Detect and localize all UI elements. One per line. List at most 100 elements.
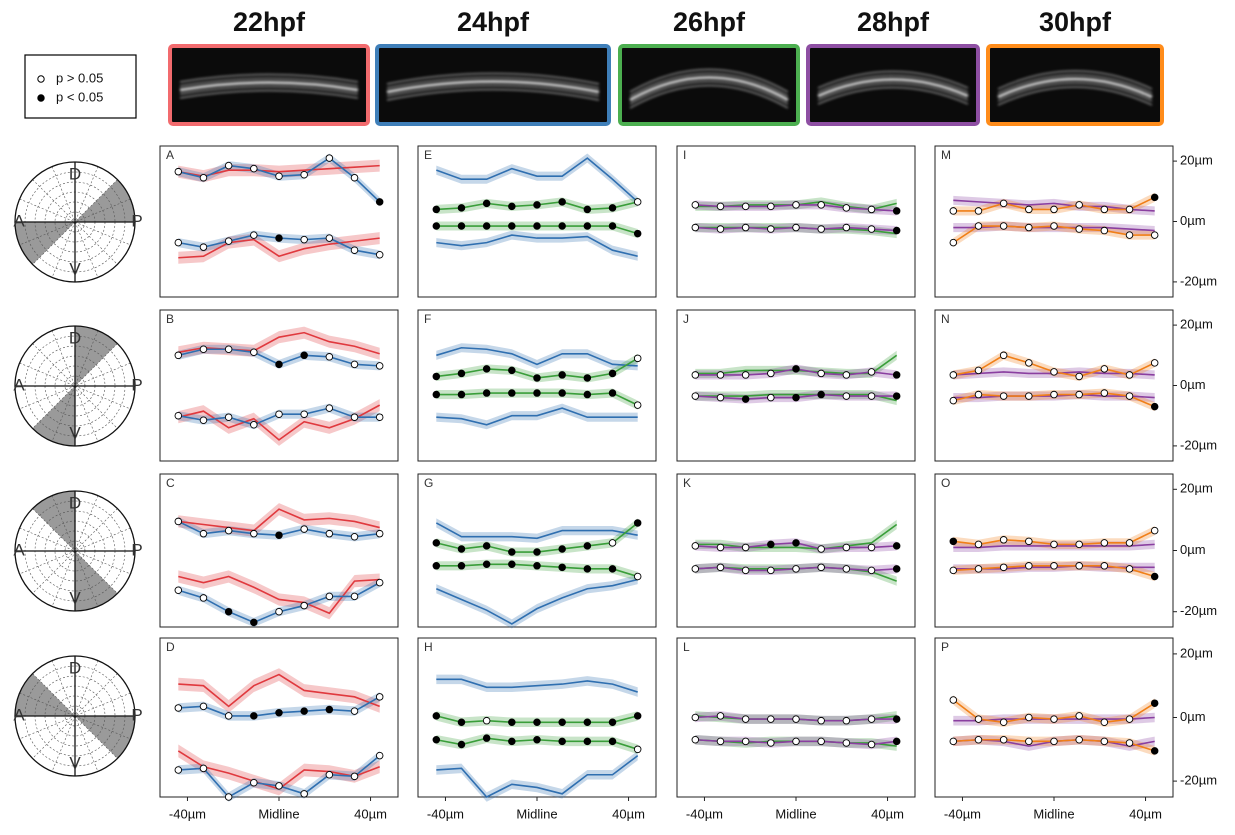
panel: N 20µm 0µm -20µm [934, 309, 1217, 462]
panel: H -40µm Midline 40µm [417, 637, 657, 821]
p-marker [949, 371, 958, 379]
p-marker [892, 371, 901, 379]
p-marker [792, 201, 800, 209]
p-marker [558, 222, 566, 230]
fiber [179, 85, 359, 95]
p-marker [583, 542, 592, 550]
y-tick-label: 20µm [1180, 317, 1213, 332]
polar-label: D [69, 493, 81, 512]
p-marker [608, 565, 617, 573]
p-marker [1050, 737, 1058, 746]
p-marker [608, 369, 617, 378]
x-tick-label: 40µm [612, 806, 645, 821]
p-marker [633, 519, 642, 527]
p-marker [1125, 739, 1134, 747]
p-marker [224, 607, 233, 616]
fiber [179, 77, 359, 87]
p-marker [741, 715, 750, 723]
panel-plot [949, 350, 1159, 412]
p-marker [633, 572, 642, 581]
p-marker [1050, 205, 1058, 214]
fiber [179, 89, 359, 99]
p-marker [558, 389, 566, 397]
p-marker [174, 351, 183, 360]
p-marker [457, 369, 466, 378]
polar-spoke [32, 673, 118, 759]
polar-label: P [131, 540, 142, 559]
panel-plot [174, 153, 384, 264]
image-texture [386, 72, 600, 101]
p-marker [608, 389, 617, 397]
p-marker [583, 222, 592, 230]
panel-frame [676, 309, 916, 462]
p-marker [608, 204, 617, 212]
p-marker [583, 205, 592, 214]
panel-frame [417, 637, 657, 798]
panel: O 20µm 0µm -20µm [934, 473, 1217, 628]
panel-plot [174, 668, 384, 802]
fiber [386, 76, 600, 89]
p-marker [1075, 712, 1083, 720]
p-marker [174, 586, 183, 595]
polar-sector [75, 716, 135, 759]
p-marker [974, 736, 983, 744]
p-marker [199, 594, 208, 602]
p-marker [224, 793, 233, 801]
p-marker [250, 618, 258, 627]
x-tick-label: -40µm [944, 806, 981, 821]
x-tick-label: 40µm [871, 806, 904, 821]
series-line [695, 523, 898, 550]
series-line [436, 678, 638, 693]
p-marker [350, 246, 359, 254]
p-marker [817, 201, 825, 209]
p-marker [842, 716, 851, 725]
p-marker [224, 237, 233, 245]
p-marker [199, 243, 208, 251]
ci-band [436, 750, 638, 802]
p-marker [1150, 231, 1159, 239]
polar-spoke [32, 673, 118, 759]
polar-sector [32, 386, 75, 446]
p-marker [767, 393, 775, 402]
x-tick-label: 40µm [354, 806, 387, 821]
stage-title: 26hpf [673, 7, 746, 37]
polar-sector [75, 326, 118, 386]
x-tick-label: Midline [258, 806, 299, 821]
p-marker [691, 201, 700, 209]
p-marker [1125, 392, 1134, 400]
p-marker [633, 229, 642, 238]
p-marker [792, 565, 800, 573]
p-marker [1075, 562, 1083, 570]
p-marker [1100, 389, 1109, 397]
p-marker [633, 712, 642, 720]
series-line [178, 673, 380, 708]
p-marker [325, 404, 334, 412]
p-marker [999, 736, 1008, 744]
p-marker [1150, 572, 1159, 581]
panel-label: C [166, 476, 175, 490]
p-marker [974, 207, 983, 215]
p-marker [375, 751, 384, 760]
p-marker [224, 413, 233, 421]
polar-sector [32, 491, 75, 551]
p-marker [633, 401, 642, 409]
p-marker [691, 713, 700, 722]
p-marker [300, 410, 308, 418]
p-marker [224, 161, 233, 170]
p-marker [583, 718, 592, 727]
legend-box [24, 54, 137, 119]
p-marker [174, 411, 183, 420]
p-marker [224, 712, 233, 720]
polar-sector [75, 551, 118, 611]
panel-frame [159, 637, 399, 798]
polar-label: P [131, 375, 142, 394]
p-marker [999, 392, 1008, 400]
panel: C [159, 473, 399, 628]
p-marker [199, 764, 208, 773]
series-line [178, 404, 381, 441]
p-marker [457, 740, 466, 749]
p-marker [842, 223, 851, 232]
p-marker [533, 389, 541, 397]
fiber [629, 68, 789, 93]
p-marker [482, 542, 491, 550]
